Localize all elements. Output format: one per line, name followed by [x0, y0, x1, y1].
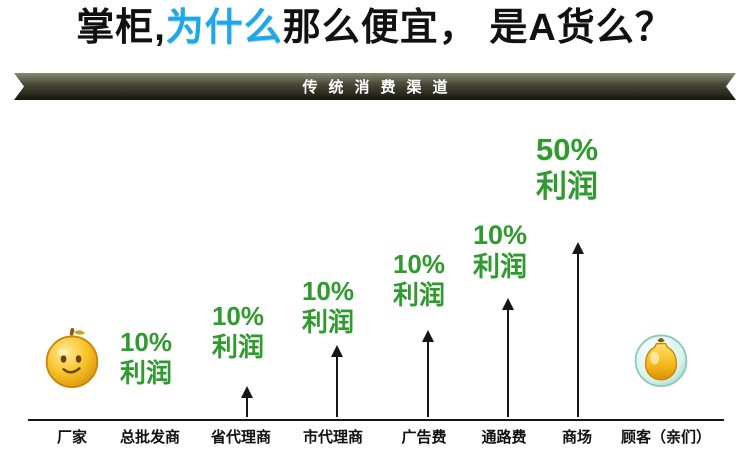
page-title: 掌柜,为什么那么便宜， 是A货么？	[0, 4, 750, 53]
profit-percent: 10%	[392, 249, 446, 279]
arrow-shaft	[427, 342, 429, 417]
category-factory: 厂家	[56, 429, 88, 446]
profit-percent: 50%	[535, 132, 599, 167]
profit-word: 利润	[119, 357, 173, 388]
arrow-head-icon	[502, 298, 514, 310]
x-axis-line	[28, 419, 724, 421]
banner-label: 传统消费渠道	[302, 79, 459, 96]
arrow-shaft	[507, 310, 509, 417]
title-suffix: 那么便宜， 是A货么？	[282, 7, 674, 49]
gold-coin-icon	[632, 328, 690, 390]
category-wholesaler: 总批发商	[119, 429, 181, 446]
profit-arrow-channel-fee	[501, 298, 515, 417]
arrow-head-icon	[241, 386, 253, 398]
profit-word: 利润	[472, 251, 527, 282]
banner-ribbon: 传统消费渠道	[14, 73, 736, 100]
profit-label-wholesaler: 10% 利润	[120, 327, 172, 388]
profit-word: 利润	[392, 279, 446, 310]
profit-word: 利润	[301, 306, 355, 337]
category-province-agent: 省代理商	[210, 429, 272, 446]
arrow-shaft	[336, 357, 338, 417]
category-channel-fee: 通路费	[481, 429, 527, 446]
profit-arrow-province-agent	[240, 386, 254, 417]
profit-label-ad-fee: 10% 利润	[393, 249, 445, 310]
profit-percent: 10%	[119, 327, 173, 357]
smiley-ball-icon	[42, 326, 102, 390]
profit-percent: 10%	[472, 220, 528, 250]
profit-percent: 10%	[211, 301, 265, 331]
category-city-agent: 市代理商	[302, 429, 364, 446]
profit-label-province-agent: 10% 利润	[212, 301, 264, 362]
arrow-head-icon	[331, 345, 343, 357]
category-mall: 商场	[561, 429, 593, 446]
arrow-head-icon	[572, 242, 584, 254]
profit-arrow-ad-fee	[421, 330, 435, 417]
profit-label-channel-fee: 10% 利润	[473, 220, 527, 284]
profit-arrow-mall	[571, 242, 585, 417]
arrow-shaft	[246, 398, 248, 417]
title-prefix: 掌柜,	[76, 7, 166, 49]
profit-arrow-city-agent	[330, 345, 344, 417]
profit-word: 利润	[211, 331, 265, 362]
arrow-head-icon	[422, 330, 434, 342]
title-highlight: 为什么	[165, 7, 283, 49]
arrow-shaft	[577, 254, 579, 417]
profit-label-city-agent: 10% 利润	[302, 276, 354, 337]
profit-word: 利润	[535, 168, 598, 204]
profit-percent: 10%	[301, 276, 355, 306]
category-ad-fee: 广告费	[401, 429, 447, 446]
profit-label-mall: 50% 利润	[536, 132, 598, 205]
category-customer: 顾客（亲们）	[620, 429, 712, 446]
